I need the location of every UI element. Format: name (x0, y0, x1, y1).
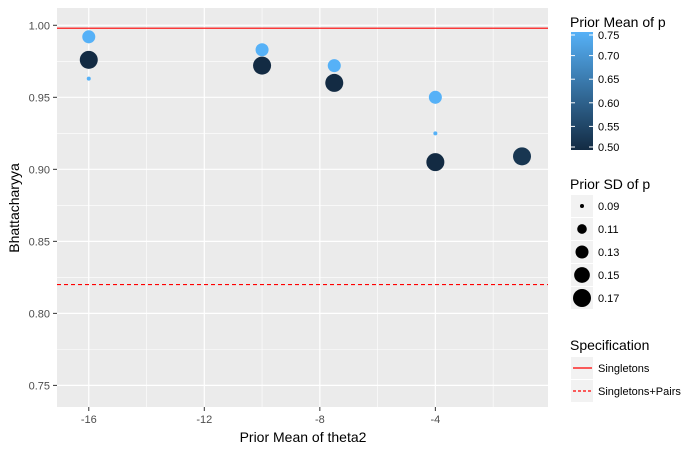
colorbar-label: 0.75 (598, 30, 619, 42)
legend-specification: Specification Singletons Singletons+Pairs (570, 337, 681, 402)
y-tick-label: 0.90 (29, 164, 50, 176)
colorbar-label: 0.50 (598, 142, 619, 154)
x-tick-label: -16 (81, 414, 97, 426)
size-key-circle (574, 267, 590, 283)
y-tick-label: 1.00 (29, 20, 50, 32)
data-point (327, 59, 341, 73)
size-key-label: 0.17 (598, 293, 619, 305)
y-tick-label: 0.95 (29, 92, 50, 104)
data-point (86, 76, 91, 81)
data-point (426, 153, 445, 172)
x-tick-label: -8 (315, 414, 325, 426)
size-key-label: 0.15 (598, 270, 619, 282)
size-key-label: 0.09 (598, 201, 619, 213)
y-tick-label: 0.75 (29, 380, 50, 392)
size-key-label: 0.13 (598, 247, 619, 259)
linetype-key-label: Singletons (598, 363, 650, 375)
colorbar-label: 0.55 (598, 121, 619, 133)
data-point (428, 90, 442, 104)
data-point (513, 147, 532, 166)
size-key-circle (575, 245, 589, 259)
colorbar-ticks: 0.75 0.70 0.65 0.60 0.55 0.50 (571, 30, 619, 154)
legend-prior-mean-title: Prior Mean of p (570, 14, 666, 30)
size-key-circle (580, 204, 584, 208)
panel-background (57, 8, 548, 407)
colorbar-label: 0.60 (598, 98, 619, 110)
size-key-label: 0.11 (598, 224, 619, 236)
data-point (433, 131, 438, 136)
y-axis-title: Bhattacharyya (6, 163, 22, 253)
data-points (79, 30, 532, 172)
linetype-key-label: Singletons+Pairs (598, 386, 681, 398)
legend-prior-mean: Prior Mean of p 0.75 0.70 0.65 0.60 0.55 0.50 (570, 14, 666, 154)
legend-prior-sd-title: Prior SD of p (570, 176, 650, 192)
y-tick-label: 0.80 (29, 308, 50, 320)
x-tick-label: -4 (430, 414, 440, 426)
data-point (79, 50, 98, 69)
legend-prior-sd: Prior SD of p 0.09 0.11 0.13 0.15 0.17 (570, 176, 650, 309)
data-point (325, 73, 344, 92)
data-point (255, 43, 269, 57)
major-gridlines (57, 8, 548, 407)
y-axis-ticks: 0.75 0.80 0.85 0.90 0.95 1.00 (29, 20, 57, 392)
legend-specification-title: Specification (570, 337, 649, 353)
colorbar-label: 0.65 (598, 74, 619, 86)
x-tick-label: -12 (196, 414, 212, 426)
x-axis-title: Prior Mean of theta2 (240, 429, 367, 445)
data-point (253, 56, 272, 75)
linetype-key-background (571, 380, 593, 402)
colorbar-label: 0.70 (598, 51, 619, 63)
y-tick-label: 0.85 (29, 236, 50, 248)
reference-lines (57, 27, 548, 286)
x-axis-ticks: -16 -12 -8 -4 (81, 407, 440, 426)
data-point (82, 30, 96, 44)
size-key-circle (573, 289, 591, 307)
colorbar (571, 32, 593, 150)
size-key-circle (577, 224, 587, 234)
